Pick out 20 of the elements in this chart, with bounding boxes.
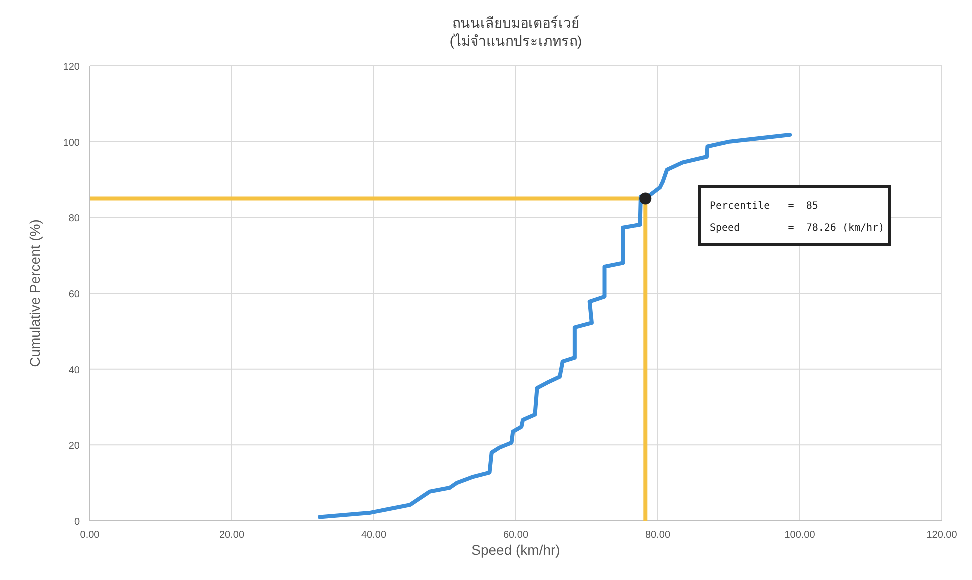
y-axis-title: Cumulative Percent (%) bbox=[27, 220, 43, 368]
x-tick-label: 120.00 bbox=[926, 530, 958, 541]
annotation: Speed = 78.26 (km/hr) bbox=[710, 223, 885, 234]
x-tick-label: 60.00 bbox=[503, 530, 529, 541]
y-tick-label: 120 bbox=[63, 62, 80, 73]
y-tick-label: 60 bbox=[68, 290, 80, 300]
x-axis-title: Speed (km/hr) bbox=[472, 542, 560, 558]
y-tick-label: 80 bbox=[68, 214, 80, 225]
x-tick-label: 80.00 bbox=[645, 530, 671, 541]
x-tick-label: 100.00 bbox=[784, 530, 816, 541]
chart-title: ถนนเลียบมอเตอร์เวย์ bbox=[452, 15, 580, 31]
y-tick-label: 40 bbox=[68, 365, 80, 376]
y-tick-label: 0 bbox=[74, 517, 80, 528]
x-tick-label: 20.00 bbox=[219, 530, 245, 541]
y-tick-label: 20 bbox=[68, 441, 80, 452]
annotation: Percentile = 85 bbox=[710, 201, 818, 212]
x-tick-label: 40.00 bbox=[361, 530, 387, 541]
y-tick-label: 100 bbox=[63, 138, 80, 149]
x-tick-label: 0.00 bbox=[80, 530, 100, 541]
chart-subtitle: (ไม่จำแนกประเภทรถ) bbox=[450, 33, 582, 49]
